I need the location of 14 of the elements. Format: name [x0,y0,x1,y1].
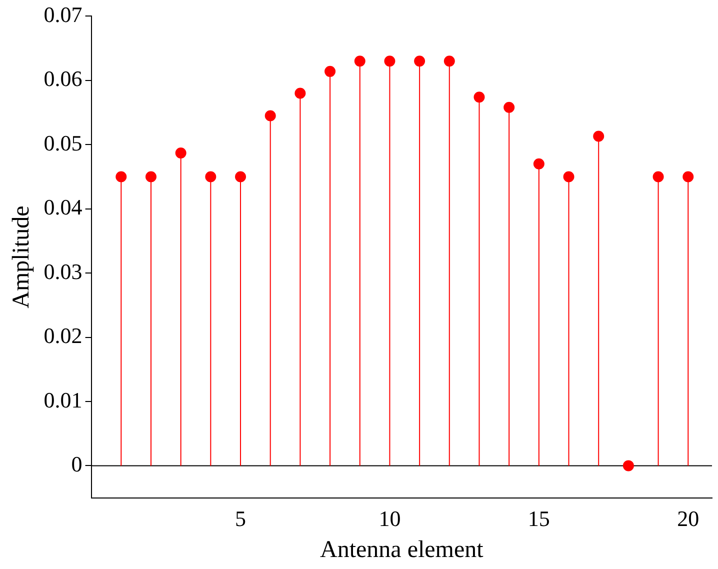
x-tick-label: 20 [677,506,700,531]
y-axis-title: Amplitude [8,206,35,308]
y-tick-label: 0.03 [44,258,82,284]
y-tick-label: 0.04 [44,194,82,220]
x-tick-label: 10 [378,506,401,531]
y-tick-label: 0.01 [44,387,82,412]
y-tick-label: 0 [71,451,82,476]
y-tick-label: 0.02 [44,323,82,348]
y-tick-label: 0.06 [44,66,82,92]
y-tick-label: 0.07 [44,2,82,27]
y-tick-label: 0.05 [44,130,82,156]
x-tick-label: 15 [528,506,550,531]
x-tick-label: 5 [235,506,246,531]
x-axis-title: Antenna element [320,536,484,563]
